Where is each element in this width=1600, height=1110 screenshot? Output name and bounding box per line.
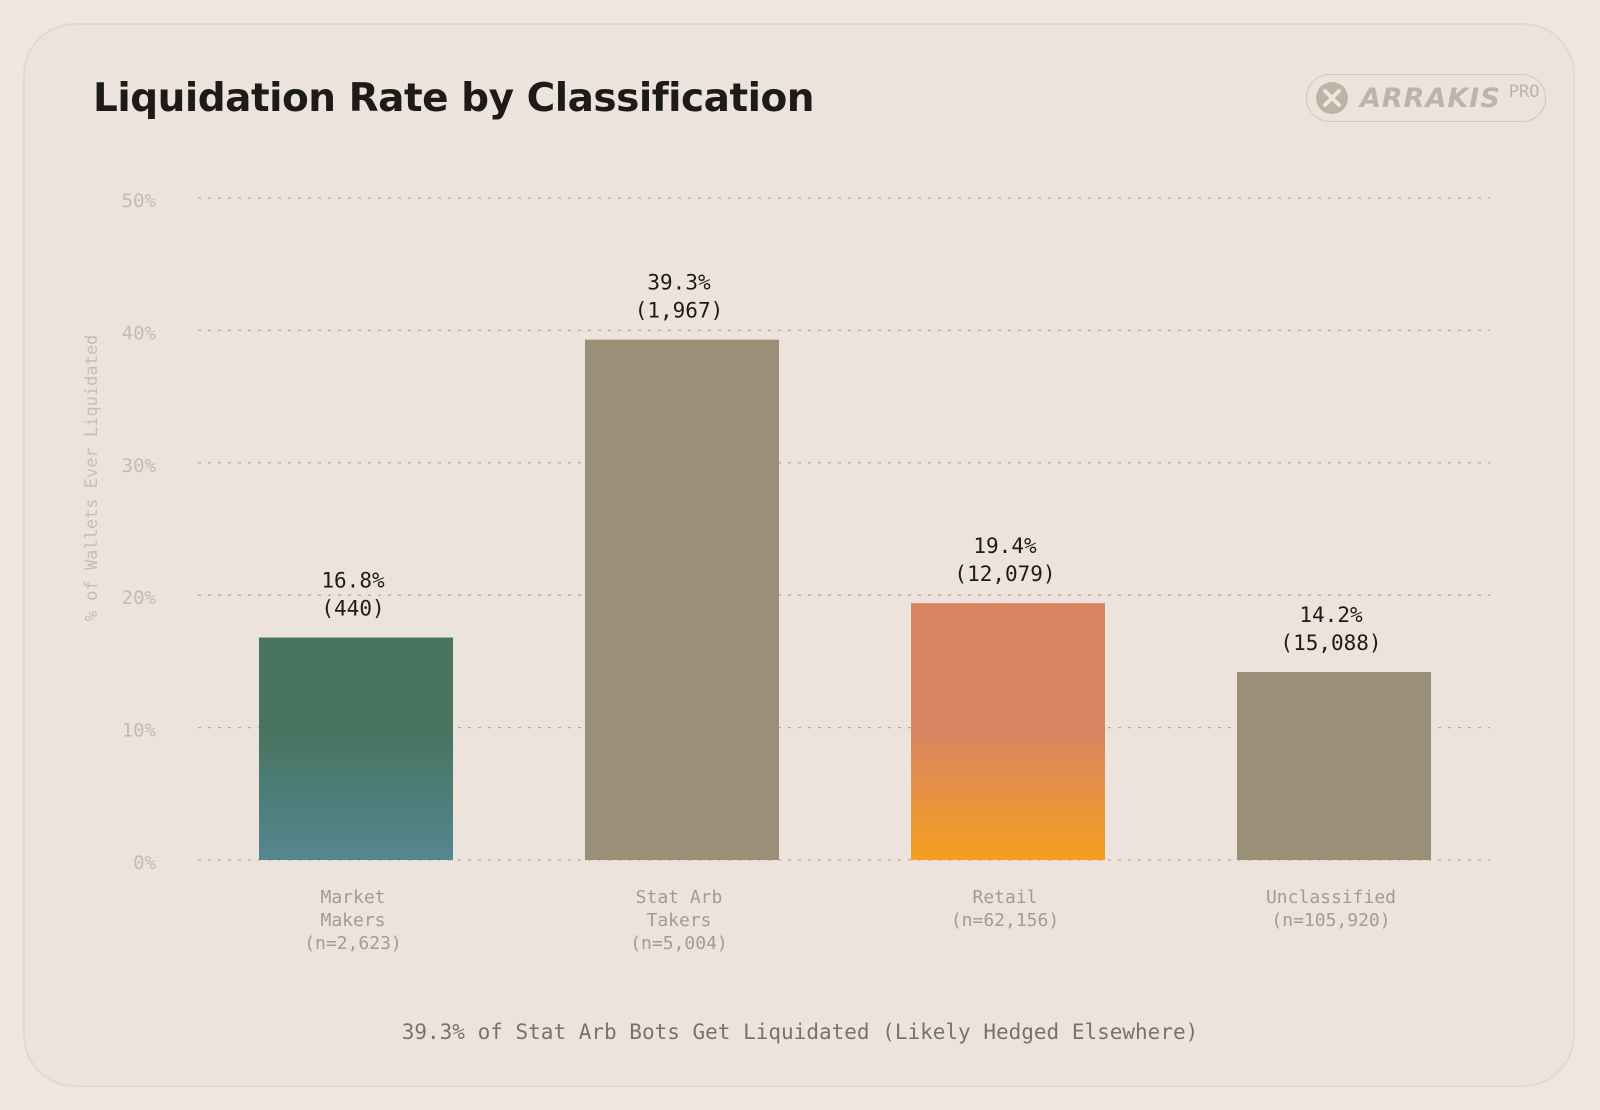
y-tick-label: 50% bbox=[122, 190, 157, 212]
y-tick-label: 20% bbox=[122, 587, 157, 609]
x-tick-label: (n=105,920) bbox=[1271, 910, 1390, 931]
x-tick-label: Retail bbox=[972, 887, 1037, 908]
bar-value-label: 19.4% bbox=[973, 534, 1037, 558]
brand-logo-icon bbox=[1316, 82, 1348, 114]
x-tick-label: Market bbox=[320, 887, 385, 908]
bar-count-label: (440) bbox=[321, 597, 384, 621]
brand-tier: PRO bbox=[1508, 82, 1540, 102]
x-tick-label: (n=5,004) bbox=[630, 933, 728, 954]
brand-name: ARRAKIS bbox=[1360, 82, 1501, 114]
chart-title: Liquidation Rate by Classification bbox=[93, 76, 815, 121]
bar bbox=[585, 339, 779, 861]
y-tick-label: 0% bbox=[133, 852, 156, 874]
x-tick-label: Stat Arb bbox=[636, 887, 723, 908]
y-tick-label: 30% bbox=[122, 455, 157, 477]
bar-count-label: (12,079) bbox=[954, 562, 1055, 586]
chart-footnote: 39.3% of Stat Arb Bots Get Liquidated (L… bbox=[401, 1020, 1199, 1044]
bar-value-label: 39.3% bbox=[647, 271, 711, 295]
bar bbox=[911, 603, 1105, 860]
x-tick-label: Takers bbox=[646, 910, 711, 931]
bar-count-label: (1,967) bbox=[635, 299, 724, 323]
x-tick-label: Makers bbox=[320, 910, 385, 931]
bar bbox=[259, 637, 453, 860]
x-tick-label: (n=62,156) bbox=[951, 910, 1059, 931]
x-tick-label: Unclassified bbox=[1266, 887, 1396, 908]
chart-card bbox=[23, 23, 1575, 1087]
y-tick-label: 10% bbox=[122, 720, 157, 742]
bar-value-label: 16.8% bbox=[321, 569, 385, 593]
x-tick-label: (n=2,623) bbox=[304, 933, 402, 954]
bar-count-label: (15,088) bbox=[1280, 631, 1381, 655]
y-tick-label: 40% bbox=[122, 322, 157, 344]
bar-value-label: 14.2% bbox=[1299, 603, 1363, 627]
bar bbox=[1237, 671, 1431, 860]
brand-badge: ARRAKIS PRO bbox=[1306, 74, 1546, 122]
